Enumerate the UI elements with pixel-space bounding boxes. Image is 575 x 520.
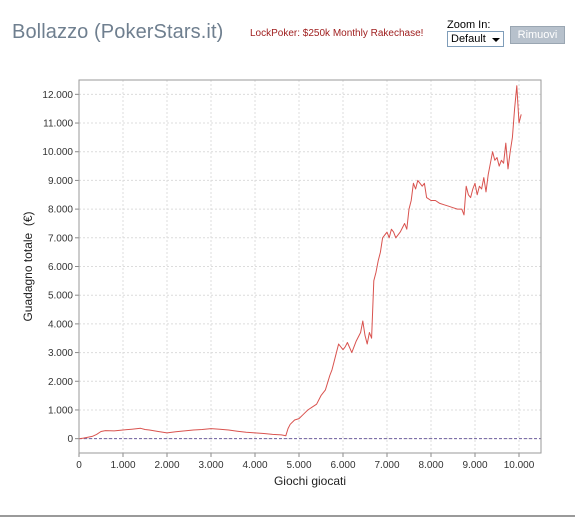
y-tick-label: 7.000 xyxy=(48,233,73,244)
x-axis-ticks: 0 1.000 2.000 3.000 4.000 5.000 6.000 7.000 8.00… xyxy=(76,453,535,471)
y-tick-label: 11.000 xyxy=(43,119,73,130)
y-tick-label: 9.000 xyxy=(48,176,73,187)
y-tick-label: 10.000 xyxy=(42,147,73,158)
profit-chart: 0 1.000 2.000 3.000 4.000 5.000 6.000 7.000 8.00… xyxy=(21,79,542,488)
y-axis-label: Guadagno totale (€) xyxy=(21,211,35,321)
promo-link[interactable]: LockPoker: $250k Monthly Rakechase! xyxy=(250,28,424,39)
header: Bollazzo (PokerStars.it) LockPoker: $250… xyxy=(0,0,575,60)
zoom-select[interactable]: Default xyxy=(447,31,504,47)
x-tick-label: 0 xyxy=(76,460,82,471)
x-axis-label: Giochi giocati xyxy=(274,474,346,488)
y-tick-label: 5.000 xyxy=(48,291,73,302)
y-tick-label: 1.000 xyxy=(48,405,73,416)
x-tick-label: 9.000 xyxy=(462,460,487,471)
y-axis-ticks: 0 1.000 2.000 3.000 4.000 5.000 6.000 7.000 8.00… xyxy=(42,90,79,445)
x-tick-label: 8.000 xyxy=(418,460,443,471)
chart-grid xyxy=(78,80,541,453)
y-tick-label: 12.000 xyxy=(42,90,73,101)
x-tick-label: 3.000 xyxy=(198,460,223,471)
remove-button[interactable]: Rimuovi xyxy=(510,26,565,44)
y-tick-label: 2.000 xyxy=(48,377,73,388)
y-tick-label: 8.000 xyxy=(48,205,73,216)
zoom-label: Zoom In: xyxy=(447,19,491,31)
x-tick-label: 1.000 xyxy=(110,460,135,471)
x-tick-label: 6.000 xyxy=(330,460,355,471)
y-tick-label: 3.000 xyxy=(48,348,73,359)
series-line xyxy=(78,85,522,440)
zoom-select-value: Default xyxy=(451,33,486,45)
x-tick-label: 2.000 xyxy=(154,460,179,471)
page-title: Bollazzo (PokerStars.it) xyxy=(12,21,224,43)
chevron-down-icon xyxy=(492,38,500,42)
x-tick-label: 4.000 xyxy=(242,460,267,471)
x-tick-label: 10.000 xyxy=(504,460,535,471)
chart-area: 0 1.000 2.000 3.000 4.000 5.000 6.000 7.000 8.00… xyxy=(0,60,575,515)
plot-frame xyxy=(78,79,542,454)
y-tick-label: 6.000 xyxy=(48,262,73,273)
y-tick-label: 4.000 xyxy=(48,319,73,330)
x-tick-label: 7.000 xyxy=(374,460,399,471)
bottom-divider xyxy=(0,515,575,517)
y-tick-label: 0 xyxy=(67,434,73,445)
x-tick-label: 5.000 xyxy=(286,460,311,471)
